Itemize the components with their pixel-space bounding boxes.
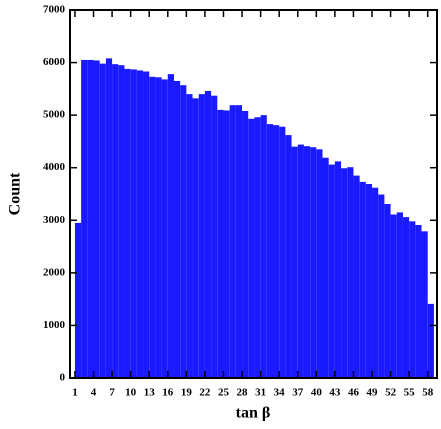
bar: [409, 221, 416, 378]
x-tick-label: 52: [385, 387, 397, 399]
x-tick-label: 37: [292, 387, 304, 399]
bar: [421, 231, 428, 378]
x-tick-label: 34: [274, 387, 286, 399]
bar: [390, 214, 397, 378]
y-tick-label: 5000: [43, 109, 66, 121]
bar: [173, 80, 181, 378]
bar: [217, 109, 224, 378]
x-tick-label: 31: [255, 387, 266, 399]
x-tick-label: 55: [404, 387, 416, 399]
bar: [303, 146, 311, 378]
bar: [105, 58, 113, 378]
bar: [130, 69, 137, 379]
x-axis-title: tan β: [236, 405, 271, 422]
plot-frame: [69, 9, 438, 379]
bar: [136, 70, 144, 378]
bar: [353, 175, 360, 378]
bar: [260, 115, 267, 379]
y-tick-label: 1000: [43, 319, 66, 331]
bar: [118, 65, 125, 378]
bar: [384, 203, 391, 378]
bar: [266, 124, 273, 378]
bar: [99, 63, 106, 378]
bar: [341, 168, 348, 378]
bar: [279, 126, 286, 378]
x-tick-label: 49: [367, 387, 379, 399]
x-tick-label: 4: [91, 387, 97, 399]
bar: [149, 76, 156, 378]
bar: [248, 118, 255, 378]
x-tick-label: 22: [199, 387, 211, 399]
bar: [161, 79, 168, 378]
bar: [87, 59, 94, 378]
bar: [372, 187, 379, 378]
bar: [235, 105, 243, 378]
x-tick-label: 10: [125, 387, 137, 399]
bar: [242, 110, 249, 379]
bar: [415, 225, 422, 378]
bar: [427, 303, 434, 378]
x-tick-label: 58: [422, 387, 434, 399]
bar: [254, 117, 261, 378]
x-tick-label: 7: [109, 387, 115, 399]
x-tick-label: 46: [348, 387, 360, 399]
bar: [192, 98, 199, 378]
bar: [143, 71, 150, 378]
bar: [204, 90, 212, 379]
bar: [167, 74, 174, 378]
y-tick-label: 3000: [43, 214, 66, 226]
y-tick-label: 6000: [43, 56, 66, 68]
bar: [310, 147, 317, 378]
bar: [285, 135, 292, 378]
x-tick-label: 13: [144, 387, 156, 399]
bar: [347, 167, 354, 378]
bar: [155, 77, 162, 378]
bar: [402, 217, 410, 378]
bar: [180, 85, 187, 379]
bar: [396, 212, 403, 378]
bar: [272, 125, 280, 378]
bar: [81, 59, 88, 378]
bar: [74, 222, 82, 378]
x-tick-label: 25: [218, 387, 230, 399]
y-tick-label: 2000: [43, 266, 66, 278]
bar: [124, 68, 131, 378]
bar: [365, 184, 373, 378]
bar: [316, 149, 323, 378]
x-tick-label: 1: [72, 387, 78, 399]
y-axis-title: Count: [7, 172, 24, 215]
x-tick-label: 43: [329, 387, 341, 399]
y-tick-label: 0: [60, 372, 66, 384]
y-tick-label: 4000: [43, 161, 66, 173]
bar: [378, 194, 385, 378]
bar: [198, 94, 205, 378]
bar: [322, 157, 329, 378]
x-tick-label: 40: [311, 387, 323, 399]
x-tick-label: 28: [237, 387, 249, 399]
x-tick-label: 16: [162, 387, 174, 399]
bar: [229, 105, 236, 378]
x-tick-label: 19: [181, 387, 193, 399]
bar: [93, 60, 100, 379]
bar: [223, 110, 230, 378]
bar: [328, 164, 335, 378]
bar: [297, 144, 304, 378]
bar: [112, 64, 119, 379]
bar: [359, 181, 366, 378]
bar: [334, 161, 342, 378]
bar: [291, 146, 298, 378]
y-tick-label: 7000: [43, 4, 66, 16]
bar: [211, 95, 218, 378]
bar: [186, 94, 193, 378]
